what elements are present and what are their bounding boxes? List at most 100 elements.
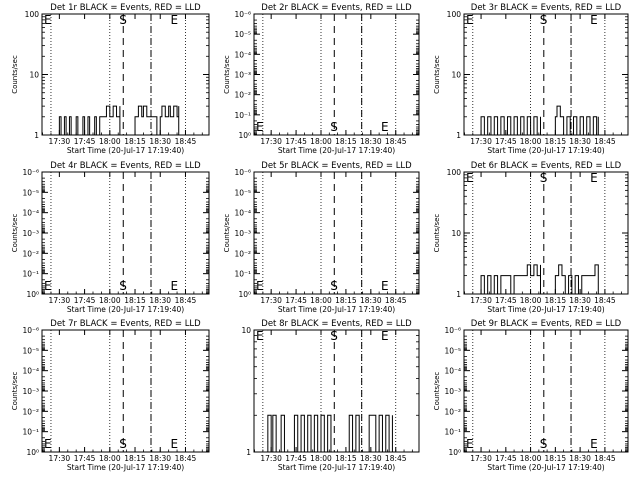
events-series-line [266, 414, 332, 452]
y-tick-label: 10⁻³ [22, 387, 39, 396]
x-tick-label: 17:30 [470, 454, 492, 463]
y-tick-label: 10⁻⁴ [234, 209, 251, 218]
marker-s: S [119, 437, 127, 451]
y-tick-label: 10⁻² [234, 249, 251, 258]
x-axis-label: Start Time (20-Jul-17 17:19:40) [67, 463, 184, 472]
y-tick-label: 10⁻² [22, 249, 39, 258]
panel-det-8r: Det 8r BLACK = Events, RED = LLD 17:30 17:… [241, 319, 420, 472]
y-tick-label: 10⁻⁵ [234, 30, 251, 39]
y-tick-label: 10⁻⁶ [22, 326, 39, 335]
panel-det-5r: Det 5r BLACK = Events, RED = LLD 17:30 17:… [223, 161, 420, 314]
y-tick-label: 10⁰ [26, 448, 39, 457]
panel-det-7r: Det 7r BLACK = Events, RED = LLD 17:30 17:… [11, 319, 210, 472]
y-tick-label: 10⁻² [444, 407, 461, 416]
x-tick-label: 17:45 [495, 454, 517, 463]
x-tick-label: 18:00 [99, 454, 121, 463]
x-tick-label: 18:15 [335, 454, 357, 463]
panel-title: Det 1r BLACK = Events, RED = LLD [50, 3, 201, 13]
panel-title: Det 9r BLACK = Events, RED = LLD [471, 319, 622, 329]
x-tick-label: 18:15 [545, 137, 567, 146]
y-tick-label: 10⁻⁴ [234, 50, 251, 59]
x-tick-label: 18:15 [124, 454, 146, 463]
marker-e-right: E [171, 13, 179, 27]
x-tick-label: 17:30 [260, 137, 282, 146]
x-tick-label: 18:00 [520, 296, 542, 305]
y-tick-label: 10⁻² [234, 91, 251, 100]
x-axis-label: Start Time (20-Jul-17 17:19:40) [487, 146, 604, 155]
y-tick-label: 10 [451, 229, 461, 238]
y-tick-label: 10⁻³ [444, 387, 461, 396]
y-tick-label: 10⁰ [238, 131, 251, 140]
panel-title: Det 7r BLACK = Events, RED = LLD [50, 319, 201, 329]
marker-e-left: E [256, 279, 264, 293]
x-tick-label: 17:30 [260, 454, 282, 463]
x-tick-label: 18:45 [385, 454, 407, 463]
plot-frame [253, 13, 420, 136]
y-tick-label: 10⁻¹ [234, 270, 251, 279]
y-tick-label: 10⁰ [26, 290, 39, 299]
panel-det-4r: Det 4r BLACK = Events, RED = LLD 17:30 17:… [11, 161, 210, 314]
marker-e-right: E [171, 437, 179, 451]
marker-s: S [330, 329, 338, 343]
x-tick-label: 17:30 [470, 296, 492, 305]
marker-e-right: E [381, 120, 389, 134]
x-axis-label: Start Time (20-Jul-17 17:19:40) [487, 463, 604, 472]
y-axis-label: Counts/sec [11, 55, 19, 94]
x-tick-label: 18:15 [545, 296, 567, 305]
marker-e-right: E [590, 171, 598, 185]
y-tick-label: 100 [25, 10, 40, 19]
x-tick-label: 18:30 [569, 137, 591, 146]
x-tick-label: 18:00 [520, 454, 542, 463]
y-tick-label: 1 [456, 290, 461, 299]
x-tick-label: 18:15 [335, 296, 357, 305]
y-axis-label: Counts/sec [433, 214, 441, 253]
x-tick-label: 18:30 [149, 296, 171, 305]
marker-e-left: E [256, 120, 264, 134]
y-axis-label: Counts/sec [433, 55, 441, 94]
x-tick-label: 18:00 [310, 296, 332, 305]
y-tick-label: 10⁻⁶ [234, 10, 251, 19]
y-tick-label: 100 [447, 168, 462, 177]
x-tick-label: 17:45 [285, 137, 307, 146]
x-axis-label: Start Time (20-Jul-17 17:19:40) [487, 305, 604, 314]
y-tick-label: 10⁻⁴ [22, 209, 39, 218]
x-tick-label: 18:45 [175, 296, 197, 305]
marker-e-right: E [590, 13, 598, 27]
x-tick-label: 17:45 [74, 454, 96, 463]
y-tick-label: 10⁻¹ [22, 270, 39, 279]
y-tick-label: 10 [451, 71, 461, 80]
x-axis-label: Start Time (20-Jul-17 17:19:40) [278, 305, 395, 314]
x-tick-label: 17:30 [260, 296, 282, 305]
marker-s: S [540, 437, 548, 451]
y-tick-label: 10⁻⁶ [444, 326, 461, 335]
events-series-line [554, 105, 599, 135]
y-tick-label: 1 [246, 448, 251, 457]
marker-e-left: E [466, 13, 474, 27]
y-tick-label: 10⁻⁵ [444, 346, 461, 355]
x-tick-label: 18:30 [569, 454, 591, 463]
y-axis-label: Counts/sec [11, 372, 19, 411]
panel-title: Det 4r BLACK = Events, RED = LLD [50, 161, 201, 171]
events-series-line [345, 414, 393, 452]
y-tick-label: 10⁻³ [22, 229, 39, 238]
y-tick-label: 10⁻⁶ [234, 168, 251, 177]
x-axis-label: Start Time (20-Jul-17 17:19:40) [67, 146, 184, 155]
x-tick-label: 18:00 [310, 454, 332, 463]
y-tick-label: 10⁻¹ [234, 111, 251, 120]
x-axis-label: Start Time (20-Jul-17 17:19:40) [67, 305, 184, 314]
x-tick-label: 18:45 [385, 296, 407, 305]
y-axis-label: Counts/sec [223, 214, 231, 253]
x-tick-label: 18:15 [124, 296, 146, 305]
x-tick-label: 18:45 [175, 137, 197, 146]
plot-frame [41, 13, 210, 136]
marker-e-left: E [44, 437, 52, 451]
y-tick-label: 10⁰ [238, 290, 251, 299]
panel-title: Det 5r BLACK = Events, RED = LLD [261, 161, 412, 171]
y-axis-label: Counts/sec [11, 214, 19, 253]
y-tick-label: 1 [456, 131, 461, 140]
plot-frame [253, 329, 420, 453]
y-tick-label: 10⁻⁶ [22, 168, 39, 177]
y-tick-label: 100 [447, 10, 462, 19]
panel-det-3r: Det 3r BLACK = Events, RED = LLD 17:30 17:… [433, 3, 629, 155]
